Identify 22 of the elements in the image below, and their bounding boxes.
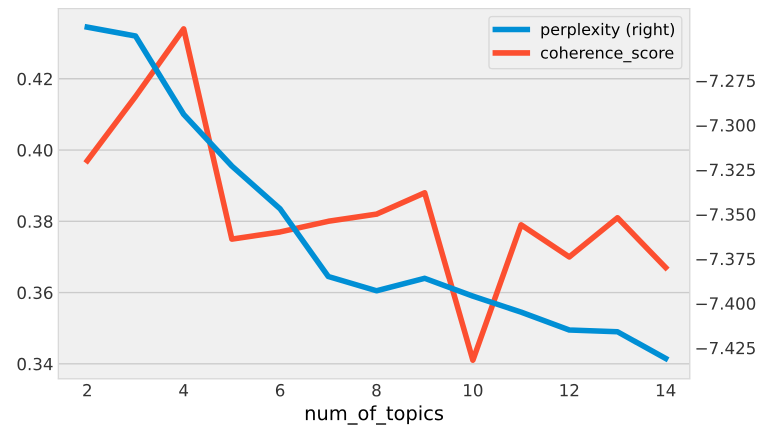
x-tick-label: 4 [179, 384, 188, 396]
y2-tick-label: −7.300 [696, 119, 756, 132]
x-tick-label: 8 [372, 384, 381, 397]
y2-tick-label: −7.275 [696, 74, 755, 88]
x-tick-label: 14 [656, 384, 676, 396]
y2-tick-label: −7.400 [696, 297, 756, 310]
x-tick-label: 6 [276, 384, 284, 397]
legend-label: coherence_score [540, 46, 674, 62]
x-tick-label: 2 [83, 384, 91, 396]
legend-label: perplexity (right) [542, 22, 674, 38]
y-tick-label: 0.36 [17, 286, 52, 300]
y-tick-label: 0.40 [17, 144, 52, 157]
x-tick-label: 10 [464, 384, 482, 397]
y2-tick-label: −7.425 [696, 342, 755, 354]
y-tick-label: 0.38 [17, 215, 52, 228]
y2-tick-label: −7.350 [696, 208, 756, 221]
y-tick-label: 0.42 [17, 72, 52, 86]
y-tick-label: 0.34 [17, 358, 53, 370]
y2-tick-label: −7.375 [696, 252, 755, 266]
x-axis-title: num_of_topics [306, 405, 444, 425]
x-tick-label: 12 [560, 384, 578, 396]
y2-tick-label: −7.325 [696, 164, 755, 176]
